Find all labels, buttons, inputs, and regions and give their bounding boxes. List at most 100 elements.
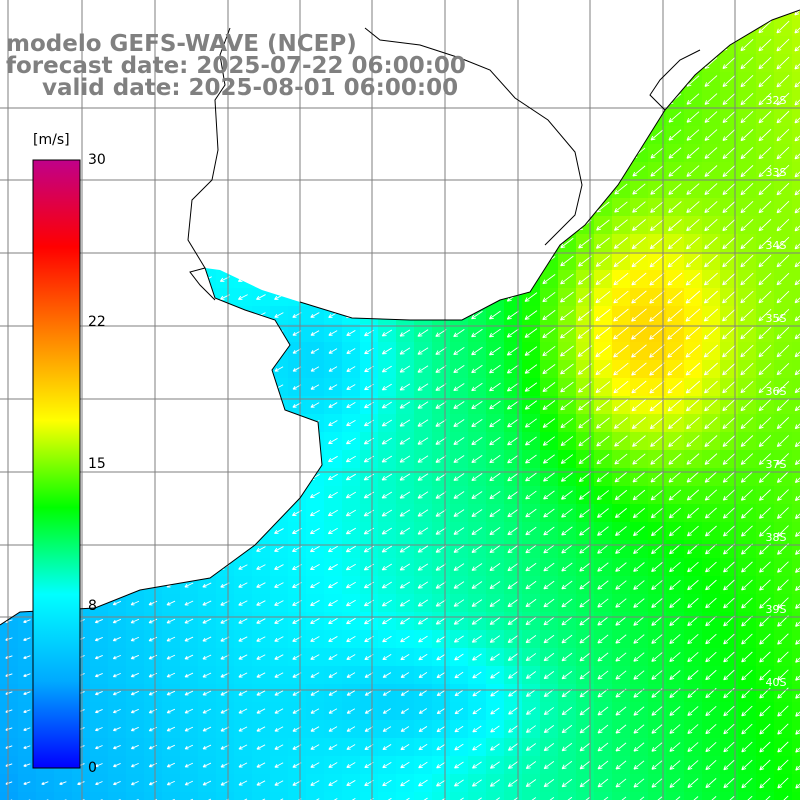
wind-arrow [651, 760, 663, 770]
wind-arrow [759, 741, 771, 753]
wind-arrow [759, 759, 771, 771]
wind-speed-cell [360, 792, 378, 800]
wind-arrow [741, 579, 753, 591]
wind-speed-cell [594, 792, 612, 800]
wind-arrow [454, 725, 464, 733]
wind-arrow [669, 579, 681, 591]
wind-arrow [346, 348, 356, 354]
wind-arrow [578, 490, 591, 500]
wind-arrow [506, 364, 519, 374]
wind-arrow [722, 147, 736, 159]
wind-arrow [597, 778, 609, 788]
wind-speed-cell [774, 792, 792, 800]
wind-arrow [687, 670, 699, 681]
wind-arrow [23, 619, 31, 624]
wind-arrow [649, 326, 665, 340]
colorbar [32, 159, 81, 769]
wind-speed-cell [396, 792, 414, 800]
wind-arrow [705, 741, 717, 753]
wind-arrow [613, 290, 629, 304]
wind-arrow [651, 652, 663, 662]
wind-arrow [703, 272, 718, 286]
wind-speed-cell [450, 792, 468, 800]
wind-arrow [453, 473, 465, 481]
wind-speed-cell [792, 756, 800, 774]
wind-arrow [453, 329, 465, 338]
wind-arrow [417, 545, 429, 553]
wind-arrow [112, 672, 121, 678]
wind-arrow [579, 526, 591, 536]
wind-arrow [685, 272, 701, 286]
wind-arrow [705, 525, 717, 537]
wind-arrow [274, 528, 284, 534]
wind-arrow [686, 236, 700, 250]
wind-arrow [651, 724, 663, 734]
wind-arrow [795, 777, 800, 789]
wind-arrow [615, 652, 627, 662]
wind-speed-cell [792, 306, 800, 324]
wind-arrow [346, 726, 356, 732]
wind-arrow [471, 473, 483, 482]
wind-speed-cell [666, 792, 684, 800]
wind-arrow [381, 599, 392, 607]
wind-arrow [596, 435, 610, 447]
wind-arrow [579, 580, 591, 590]
wind-arrow [542, 418, 556, 428]
wind-arrow [561, 544, 573, 554]
wind-arrow [202, 636, 212, 642]
wind-arrow [633, 706, 645, 716]
wind-arrow [595, 255, 611, 267]
wind-speed-cell [756, 792, 774, 800]
wind-arrow [758, 362, 772, 376]
wind-arrow [436, 797, 446, 800]
wind-arrow [525, 707, 536, 715]
wind-arrow [722, 201, 736, 214]
wind-arrow [740, 56, 754, 70]
wind-arrow [471, 382, 483, 392]
wind-arrow [454, 779, 464, 787]
wind-arrow [723, 561, 735, 573]
wind-arrow [741, 741, 753, 753]
wind-arrow [651, 796, 663, 800]
wind-arrow [667, 344, 683, 358]
wind-arrow [687, 615, 699, 627]
wind-arrow [543, 671, 555, 680]
wind-arrow [759, 579, 771, 591]
wind-arrow [453, 527, 465, 535]
wind-arrow [472, 689, 482, 697]
wind-arrow [490, 707, 500, 715]
wind-arrow [166, 762, 176, 768]
wind-arrow [651, 562, 663, 573]
wind-arrow [274, 636, 284, 642]
wind-arrow [795, 615, 800, 627]
wind-arrow [435, 491, 447, 499]
wind-arrow [596, 453, 610, 465]
wind-arrow [507, 617, 519, 626]
wind-arrow [722, 471, 736, 483]
wind-arrow [615, 634, 627, 644]
latitude-label: 34S [766, 239, 787, 252]
colorbar-unit-label: [m/s] [33, 132, 70, 148]
wind-arrow [525, 454, 537, 464]
wind-arrow [542, 345, 556, 357]
wind-arrow [579, 670, 591, 680]
wind-arrow [669, 561, 681, 573]
wind-arrow [202, 672, 212, 678]
wind-arrow [649, 219, 664, 232]
wind-arrow [417, 563, 429, 571]
latitude-labels: 32S 33S 34S 35S 36S 37S 38S 39S 40S [766, 94, 787, 689]
wind-arrow [454, 707, 464, 715]
wind-arrow [543, 689, 555, 698]
wind-speed-cell [792, 450, 800, 468]
wind-arrow [435, 581, 447, 589]
wind-arrow [166, 708, 176, 714]
wind-arrow [668, 525, 681, 537]
wind-arrow [310, 384, 320, 390]
wind-arrow [597, 724, 609, 734]
wind-arrow [669, 616, 681, 627]
wind-arrow [95, 745, 103, 750]
wind-arrow [346, 762, 356, 768]
wind-arrow [543, 634, 555, 644]
wind-arrow [381, 365, 392, 373]
wind-arrow [667, 416, 682, 430]
